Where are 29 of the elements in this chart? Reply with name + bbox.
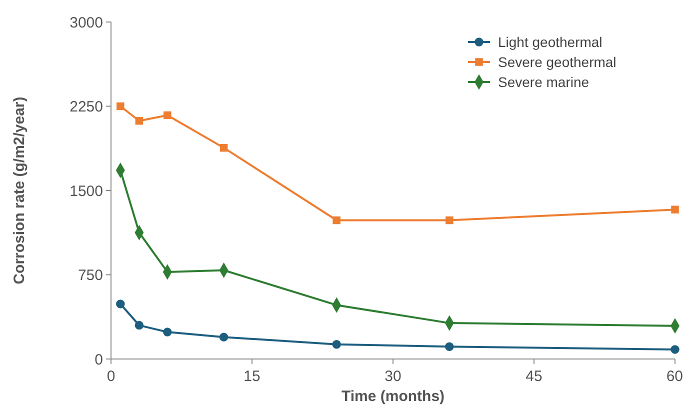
x-tick-label: 45 xyxy=(526,368,542,385)
point xyxy=(446,216,454,224)
legend-label: Severe marine xyxy=(498,74,590,90)
y-tick-label: 750 xyxy=(78,267,103,284)
y-tick-label: 3000 xyxy=(70,14,103,32)
legend-label: Light geothermal xyxy=(498,34,602,50)
point xyxy=(445,342,454,352)
y-tick-label: 2250 xyxy=(70,98,103,116)
legend-label: Severe geothermal xyxy=(498,54,616,70)
x-tick-label: 60 xyxy=(666,368,683,385)
point xyxy=(332,216,340,224)
x-tick-label: 0 xyxy=(106,368,116,385)
point xyxy=(163,328,172,336)
y-axis-title: Corrosion rate (g/m2/year) xyxy=(11,96,28,284)
point xyxy=(116,102,124,110)
x-axis-title: Time (months) xyxy=(341,388,445,405)
point xyxy=(220,144,228,152)
point xyxy=(670,345,680,354)
point xyxy=(671,206,679,214)
point xyxy=(116,300,125,308)
point xyxy=(164,111,172,120)
y-tick-label: 1500 xyxy=(70,182,103,200)
point xyxy=(134,320,144,330)
point xyxy=(219,332,228,342)
point xyxy=(332,340,341,349)
point xyxy=(135,116,144,125)
x-tick-label: 30 xyxy=(384,368,402,385)
y-tick-label: 0 xyxy=(94,351,103,368)
x-tick-label: 15 xyxy=(244,368,260,385)
